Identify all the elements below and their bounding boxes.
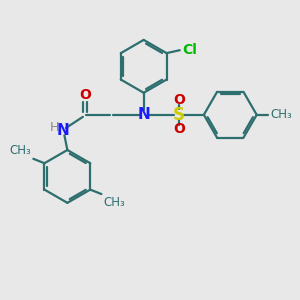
Text: N: N <box>57 123 69 138</box>
Text: CH₃: CH₃ <box>103 196 125 209</box>
Text: O: O <box>79 88 91 102</box>
Text: CH₃: CH₃ <box>271 108 292 121</box>
Text: N: N <box>137 107 150 122</box>
Text: O: O <box>173 122 185 136</box>
Text: H: H <box>50 122 59 134</box>
Text: S: S <box>173 106 185 124</box>
Text: CH₃: CH₃ <box>10 144 31 157</box>
Text: Cl: Cl <box>183 43 198 57</box>
Text: O: O <box>173 93 185 107</box>
